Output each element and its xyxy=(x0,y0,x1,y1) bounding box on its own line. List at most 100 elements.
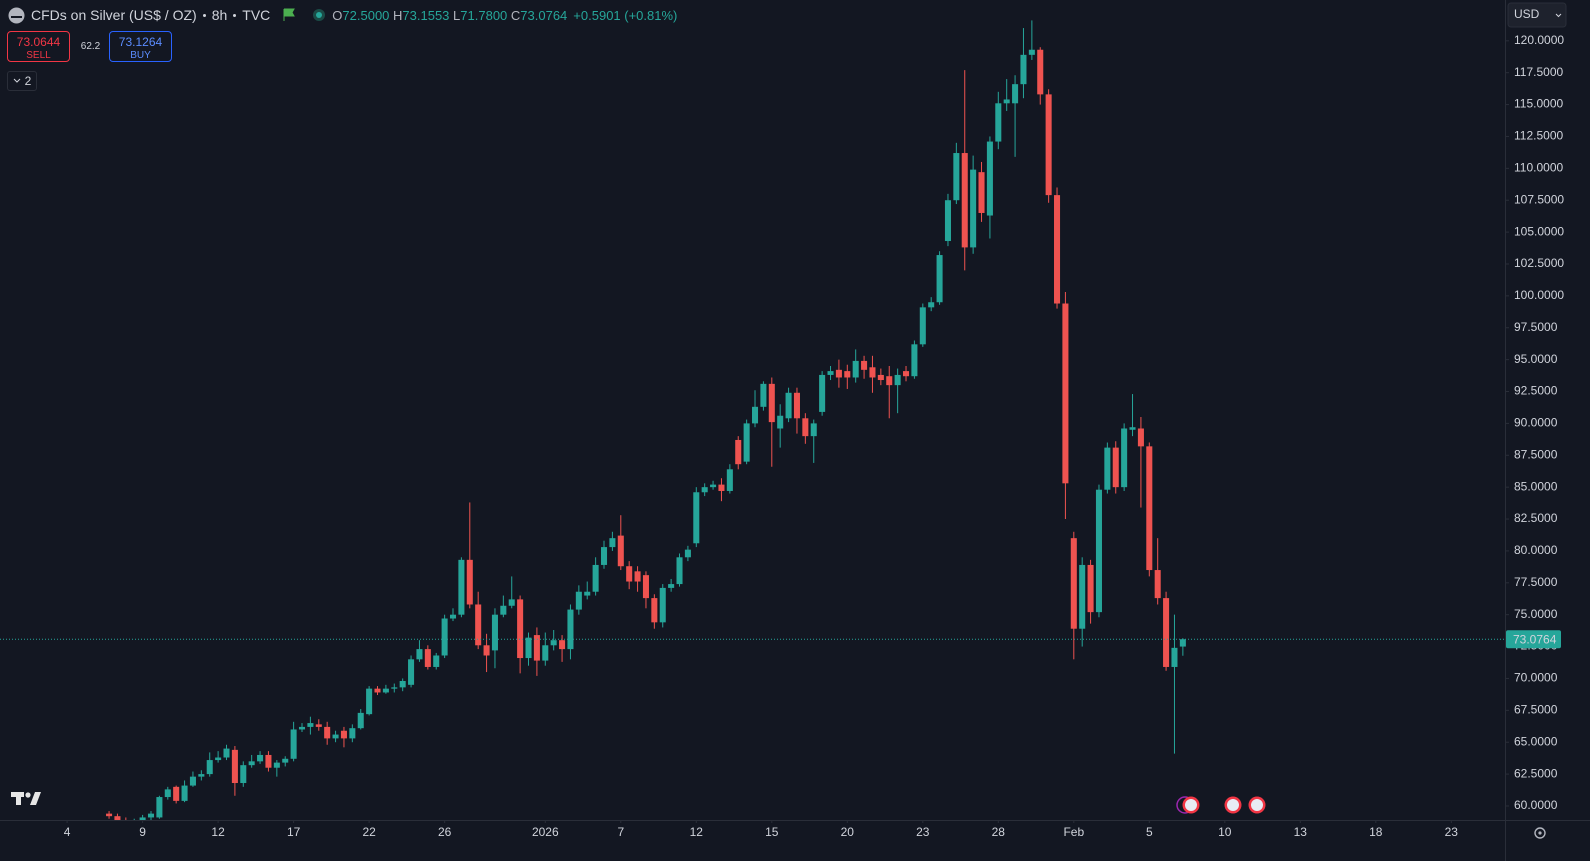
candle-body xyxy=(114,816,121,820)
y-tick-label: 90.0000 xyxy=(1514,416,1558,430)
candle-body xyxy=(357,712,364,729)
y-tick-label: 112.5000 xyxy=(1514,129,1563,143)
spread: 62.2 xyxy=(80,41,101,52)
candle-body xyxy=(1121,428,1128,488)
candle-body xyxy=(1003,99,1010,104)
event-icons[interactable] xyxy=(1176,796,1266,814)
candle-body xyxy=(123,821,129,822)
candle-body xyxy=(584,591,591,596)
candle-body xyxy=(668,584,675,588)
axes: 60.000062.500065.000067.500070.000072.50… xyxy=(64,33,1565,839)
symbol: CFDs on Silver (US$ / OZ) xyxy=(31,7,197,23)
y-tick-label: 67.5000 xyxy=(1514,702,1558,716)
candle-body xyxy=(349,728,356,739)
candle-body xyxy=(626,566,633,582)
candle-body xyxy=(961,153,968,248)
candle-body xyxy=(735,439,742,465)
candle-body xyxy=(257,754,264,762)
candle-body xyxy=(282,758,289,763)
candle-body xyxy=(785,392,792,419)
x-tick-label: 12 xyxy=(211,825,225,839)
x-tick-label: 15 xyxy=(765,825,779,839)
candle-body xyxy=(533,635,540,661)
indicators-toggle[interactable]: 2 xyxy=(7,71,37,91)
candle-body xyxy=(240,765,247,784)
candle-body xyxy=(944,200,951,242)
x-tick-label: 7 xyxy=(617,825,624,839)
candle-body xyxy=(1012,84,1019,104)
y-tick-label: 102.5000 xyxy=(1514,256,1564,270)
candle-body xyxy=(332,734,339,739)
candle-body xyxy=(970,169,977,248)
y-tick-label: 100.0000 xyxy=(1514,288,1564,302)
candle-body xyxy=(559,640,566,650)
candle-body xyxy=(517,599,524,659)
flag-icon[interactable] xyxy=(282,8,296,22)
candle-body xyxy=(642,575,649,599)
x-tick-label: 5 xyxy=(1146,825,1153,839)
candle-body xyxy=(290,729,297,759)
candle-body xyxy=(617,535,624,567)
candle-body xyxy=(844,371,851,378)
exchange: TVC xyxy=(242,7,271,23)
candle-body xyxy=(592,564,599,592)
y-tick-label: 75.0000 xyxy=(1514,607,1558,621)
candle-body xyxy=(903,371,910,377)
candle-body xyxy=(659,587,666,623)
legend-key: O xyxy=(332,7,343,23)
y-tick-label: 62.5000 xyxy=(1514,766,1558,780)
candle-body xyxy=(491,614,498,651)
x-tick-label: 10 xyxy=(1218,825,1232,839)
x-tick-label: 28 xyxy=(992,825,1006,839)
candle-body xyxy=(861,360,868,370)
x-tick-label: 4 xyxy=(64,825,71,839)
candle-body xyxy=(1171,647,1178,667)
candle-body xyxy=(886,376,893,386)
candle-body xyxy=(676,557,683,585)
candle-body xyxy=(139,817,146,820)
candle-body xyxy=(751,406,759,424)
candle-body xyxy=(189,776,196,786)
candle-body xyxy=(827,371,834,375)
candle-body xyxy=(433,655,440,667)
x-tick-label: 13 xyxy=(1294,825,1308,839)
currency-button[interactable] xyxy=(1507,2,1567,28)
candle-body xyxy=(164,789,171,798)
candle-body xyxy=(810,423,817,437)
candle-body xyxy=(894,374,901,386)
x-tick-label: 20 xyxy=(841,825,855,839)
candle-body xyxy=(567,609,574,650)
candle-body xyxy=(500,605,507,615)
sell-button[interactable]: 73.0644 SELL xyxy=(7,31,70,62)
buy-price: 73.1264 xyxy=(118,35,163,49)
y-tick-label: 110.0000 xyxy=(1514,161,1563,175)
candle-body xyxy=(793,392,800,419)
market-status xyxy=(313,9,326,21)
symbol-icon xyxy=(8,7,25,23)
candle-body xyxy=(374,688,381,693)
y-tick-label: 82.5000 xyxy=(1514,511,1558,525)
ohlc-legend: O72.5000 H73.1553 L71.7800 C73.0764 xyxy=(332,8,567,23)
candle-body xyxy=(231,749,238,784)
candle-body xyxy=(324,726,331,739)
x-tick-label: 22 xyxy=(362,825,376,839)
candle-body xyxy=(701,487,708,493)
y-tick-label: 65.0000 xyxy=(1514,734,1558,748)
candle-body xyxy=(550,640,557,646)
buy-button[interactable]: 73.1264 BUY xyxy=(109,31,172,62)
settings-icon[interactable] xyxy=(1534,827,1546,839)
candle-body xyxy=(307,723,314,727)
candle-body xyxy=(919,307,926,345)
candle-body xyxy=(1028,49,1035,55)
candle-body xyxy=(609,538,616,548)
x-tick-label: 12 xyxy=(690,825,704,839)
candle-body xyxy=(760,383,767,407)
y-tick-label: 97.5000 xyxy=(1514,320,1558,334)
candle-body xyxy=(508,599,515,606)
y-tick-label: 117.5000 xyxy=(1514,65,1563,79)
candle-body xyxy=(382,688,389,693)
candle-body xyxy=(1095,489,1102,613)
x-tick-label: 17 xyxy=(287,825,301,839)
candle-body xyxy=(106,813,113,817)
